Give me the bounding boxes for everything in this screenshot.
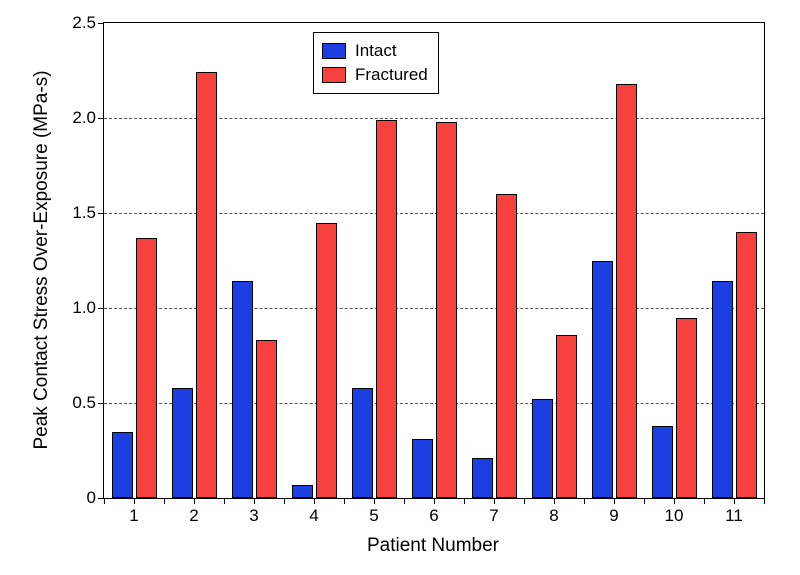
x-tick-mark [164,498,165,504]
x-tick-mark [554,498,555,504]
x-tick-label: 8 [549,506,558,526]
bar-fractured [496,194,517,498]
bar-intact [352,388,373,498]
y-axis-label: Peak Contact Stress Over-Exposure (MPa-s… [31,70,53,449]
bar-fractured [196,72,217,498]
x-tick-mark [704,498,705,504]
bar-intact [592,261,613,499]
x-tick-mark [584,498,585,504]
x-tick-mark [254,498,255,504]
x-tick-mark [134,498,135,504]
y-tick-mark [98,403,104,404]
legend-item-intact: Intact [322,39,428,63]
bar-intact [652,426,673,498]
x-tick-label: 11 [725,506,743,526]
bar-intact [112,432,133,499]
legend-item-fractured: Fractured [322,63,428,87]
y-tick-mark [98,118,104,119]
x-tick-label: 7 [489,506,498,526]
bar-fractured [556,335,577,498]
x-tick-mark [224,498,225,504]
x-tick-mark [614,498,615,504]
bar-fractured [736,232,757,498]
x-tick-mark [524,498,525,504]
x-tick-mark [104,498,105,504]
x-tick-mark [434,498,435,504]
x-tick-label: 2 [189,506,198,526]
x-tick-mark [344,498,345,504]
y-tick-mark [98,308,104,309]
x-tick-mark [644,498,645,504]
bar-intact [232,281,253,498]
x-tick-mark [404,498,405,504]
bar-fractured [316,223,337,499]
bar-intact [532,399,553,498]
x-tick-mark [494,498,495,504]
x-tick-mark [284,498,285,504]
x-tick-label: 3 [249,506,258,526]
bar-intact [472,458,493,498]
bar-fractured [616,84,637,498]
y-tick-mark [98,23,104,24]
bar-fractured [376,120,397,498]
x-tick-mark [764,498,765,504]
bar-fractured [256,340,277,498]
y-tick-mark [98,213,104,214]
bar-intact [712,281,733,498]
bar-fractured [436,122,457,498]
bar-fractured [136,238,157,498]
x-tick-mark [194,498,195,504]
x-tick-label: 4 [309,506,318,526]
bar-intact [172,388,193,498]
x-tick-label: 6 [429,506,438,526]
legend-swatch-intact [322,43,346,59]
y-tick-label: 0.5 [72,393,96,413]
x-tick-mark [734,498,735,504]
x-axis-label: Patient Number [367,535,499,557]
x-tick-label: 5 [369,506,378,526]
y-tick-label: 1.5 [72,203,96,223]
legend: Intact Fractured [313,32,439,94]
y-tick-label: 0 [87,488,96,508]
y-tick-label: 2.0 [72,108,96,128]
x-tick-label: 9 [609,506,618,526]
chart-container: 0 0.5 1.0 1.5 2.0 2.5 1 2 3 4 5 6 7 8 9 10 11 Peak Conta… [0,0,800,575]
x-tick-mark [374,498,375,504]
bar-intact [412,439,433,498]
x-tick-mark [314,498,315,504]
legend-label-fractured: Fractured [355,65,428,85]
y-tick-label: 2.5 [72,13,96,33]
x-tick-mark [464,498,465,504]
bar-intact [292,485,313,498]
y-tick-label: 1.0 [72,298,96,318]
x-tick-mark [674,498,675,504]
bar-fractured [676,318,697,499]
x-tick-label: 1 [129,506,138,526]
legend-label-intact: Intact [355,41,397,61]
x-tick-label: 10 [665,506,684,526]
legend-swatch-fractured [322,67,346,83]
